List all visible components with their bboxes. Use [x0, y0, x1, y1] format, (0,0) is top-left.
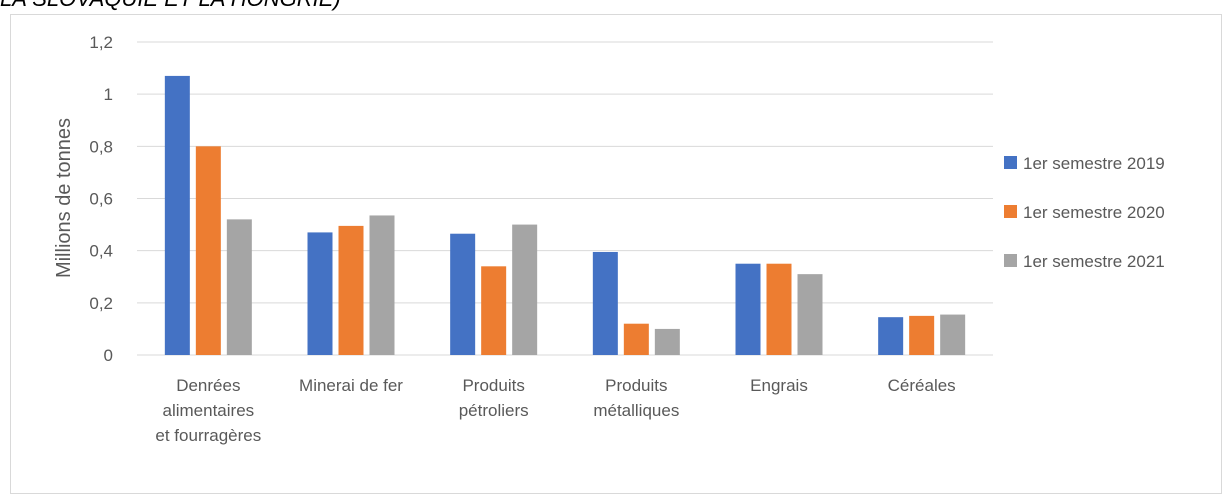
y-tick-label: 1: [104, 85, 113, 104]
bar: [878, 317, 904, 355]
bar: [195, 146, 221, 355]
y-tick-label: 0,2: [89, 294, 113, 313]
y-tick-label: 1,2: [89, 33, 113, 52]
bar: [623, 323, 649, 355]
legend: 1er semestre 2019 1er semestre 2020 1er se…: [1004, 154, 1165, 271]
bar: [766, 263, 792, 355]
bar: [940, 314, 966, 355]
gridlines: [137, 41, 993, 356]
bar: [450, 233, 476, 355]
bar: [592, 251, 618, 355]
bar: [654, 328, 680, 355]
bar: [909, 315, 935, 355]
x-tick-label: Denrées alimentaires et fourragères: [155, 376, 261, 445]
legend-label: 1er semestre 2020: [1023, 203, 1165, 222]
bars: [164, 75, 966, 356]
bar: [164, 75, 190, 356]
legend-swatch: [1004, 205, 1017, 218]
x-tick-label: Céréales: [888, 376, 956, 395]
y-axis-ticks: 0 0,2 0,4 0,6 0,8 1 1,2: [89, 33, 113, 365]
legend-label: 1er semestre 2021: [1023, 252, 1165, 271]
bar: [338, 225, 364, 355]
bar: [369, 215, 395, 355]
bar: [735, 263, 761, 355]
x-axis-ticks: Denrées alimentaires et fourragères Minerai…: [155, 376, 955, 445]
legend-label: 1er semestre 2019: [1023, 154, 1165, 173]
x-tick-label: Produits pétroliers: [459, 376, 529, 420]
y-tick-label: 0,6: [89, 190, 113, 209]
bar: [307, 232, 333, 355]
y-axis-label: Millions de tonnes: [53, 118, 75, 278]
y-tick-label: 0,8: [89, 137, 113, 156]
bar: [226, 219, 252, 355]
x-tick-label: Engrais: [750, 376, 808, 395]
y-tick-label: 0,4: [89, 242, 113, 261]
bar: [481, 266, 507, 355]
partial-heading: LA SLOVAQUIE ET LA HONGRIE): [0, 0, 341, 12]
bar: [797, 274, 823, 355]
x-tick-label: Minerai de fer: [299, 376, 403, 395]
x-tick-label: Produits métalliques: [593, 376, 679, 420]
bar: [512, 224, 538, 355]
legend-swatch: [1004, 254, 1017, 267]
y-tick-label: 0: [104, 346, 113, 365]
legend-swatch: [1004, 156, 1017, 169]
chart-area: [10, 14, 1222, 494]
